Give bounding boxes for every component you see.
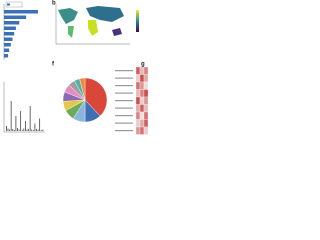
- heat-cell: [135, 89, 141, 98]
- row-label-placeholder: [115, 92, 133, 94]
- heat-cell: [135, 104, 141, 113]
- heat-cell: [139, 89, 145, 98]
- heat-cell: [139, 74, 145, 83]
- row-label-placeholder: [115, 115, 133, 117]
- spike: [36, 129, 37, 131]
- bar: [4, 21, 20, 25]
- heat-cell: [143, 74, 149, 83]
- spike: [32, 130, 34, 131]
- panel-label: f: [52, 62, 55, 68]
- world-map: [55, 4, 139, 45]
- pie-slice: [79, 77, 86, 101]
- row-label-placeholder: [115, 122, 133, 124]
- heat-cell: [143, 111, 149, 120]
- spike: [25, 121, 26, 131]
- heat-cell: [139, 66, 145, 75]
- spike: [17, 128, 18, 131]
- bar: [4, 26, 16, 30]
- heat-cell: [135, 111, 141, 120]
- spike: [40, 130, 42, 131]
- bar: [4, 37, 13, 41]
- heat-cell: [143, 119, 149, 128]
- heat-cell: [139, 111, 145, 120]
- panel-label: g: [141, 62, 145, 68]
- heat-cell: [143, 96, 149, 105]
- heat-cell: [135, 66, 141, 75]
- spike: [15, 116, 17, 131]
- map-region: [88, 20, 98, 36]
- row-label-placeholder: [115, 100, 133, 102]
- heat-cell: [139, 81, 145, 90]
- heat-cell: [143, 81, 149, 90]
- bar: [4, 48, 10, 52]
- colorbar: [136, 10, 139, 32]
- spike: [13, 130, 15, 131]
- heat-cell: [143, 104, 149, 113]
- row-label-placeholder: [115, 85, 133, 87]
- heat-cell: [135, 96, 141, 105]
- spike: [34, 123, 36, 131]
- spike: [18, 129, 20, 131]
- map-region: [112, 28, 122, 36]
- bar: [4, 15, 27, 19]
- spike: [6, 126, 7, 131]
- map-region: [68, 26, 74, 38]
- spike: [37, 129, 39, 131]
- spike: [21, 130, 23, 131]
- row-label-placeholder: [115, 70, 133, 72]
- spike: [26, 129, 28, 131]
- map-region: [58, 8, 78, 24]
- spike: [12, 129, 14, 131]
- heat-cell: [139, 104, 145, 113]
- heat-cell: [135, 81, 141, 90]
- spike: [9, 129, 10, 131]
- row-label-placeholder: [115, 77, 133, 79]
- map-region: [86, 6, 124, 22]
- spike: [23, 128, 25, 131]
- spike: [10, 101, 12, 131]
- spike: [42, 129, 44, 131]
- row-label-placeholder: [115, 130, 133, 132]
- heat-cell: [139, 96, 145, 105]
- figure: b f g: [3, 1, 149, 135]
- heat-cell: [143, 89, 149, 98]
- heat-cell: [135, 119, 141, 128]
- legend-swatch: [7, 3, 10, 6]
- bar: [4, 32, 15, 36]
- map-axes: [55, 4, 130, 45]
- heat-cell: [139, 119, 145, 128]
- heat-cell: [143, 126, 149, 135]
- row-label-placeholder: [115, 107, 133, 109]
- heat-cell: [139, 126, 145, 135]
- legend-box: [5, 1, 23, 8]
- panel-label: b: [52, 1, 56, 7]
- spike: [28, 129, 29, 131]
- spike: [29, 106, 31, 131]
- heat-cell: [143, 66, 149, 75]
- bar: [4, 10, 38, 14]
- pie-slice: [84, 77, 108, 117]
- spike: [39, 118, 41, 131]
- bar: [4, 54, 9, 58]
- spike: [31, 129, 33, 131]
- spike: [20, 111, 22, 131]
- spike: [7, 128, 9, 131]
- heat-cell: [135, 74, 141, 83]
- bar: [4, 43, 11, 47]
- heat-cell: [135, 126, 141, 135]
